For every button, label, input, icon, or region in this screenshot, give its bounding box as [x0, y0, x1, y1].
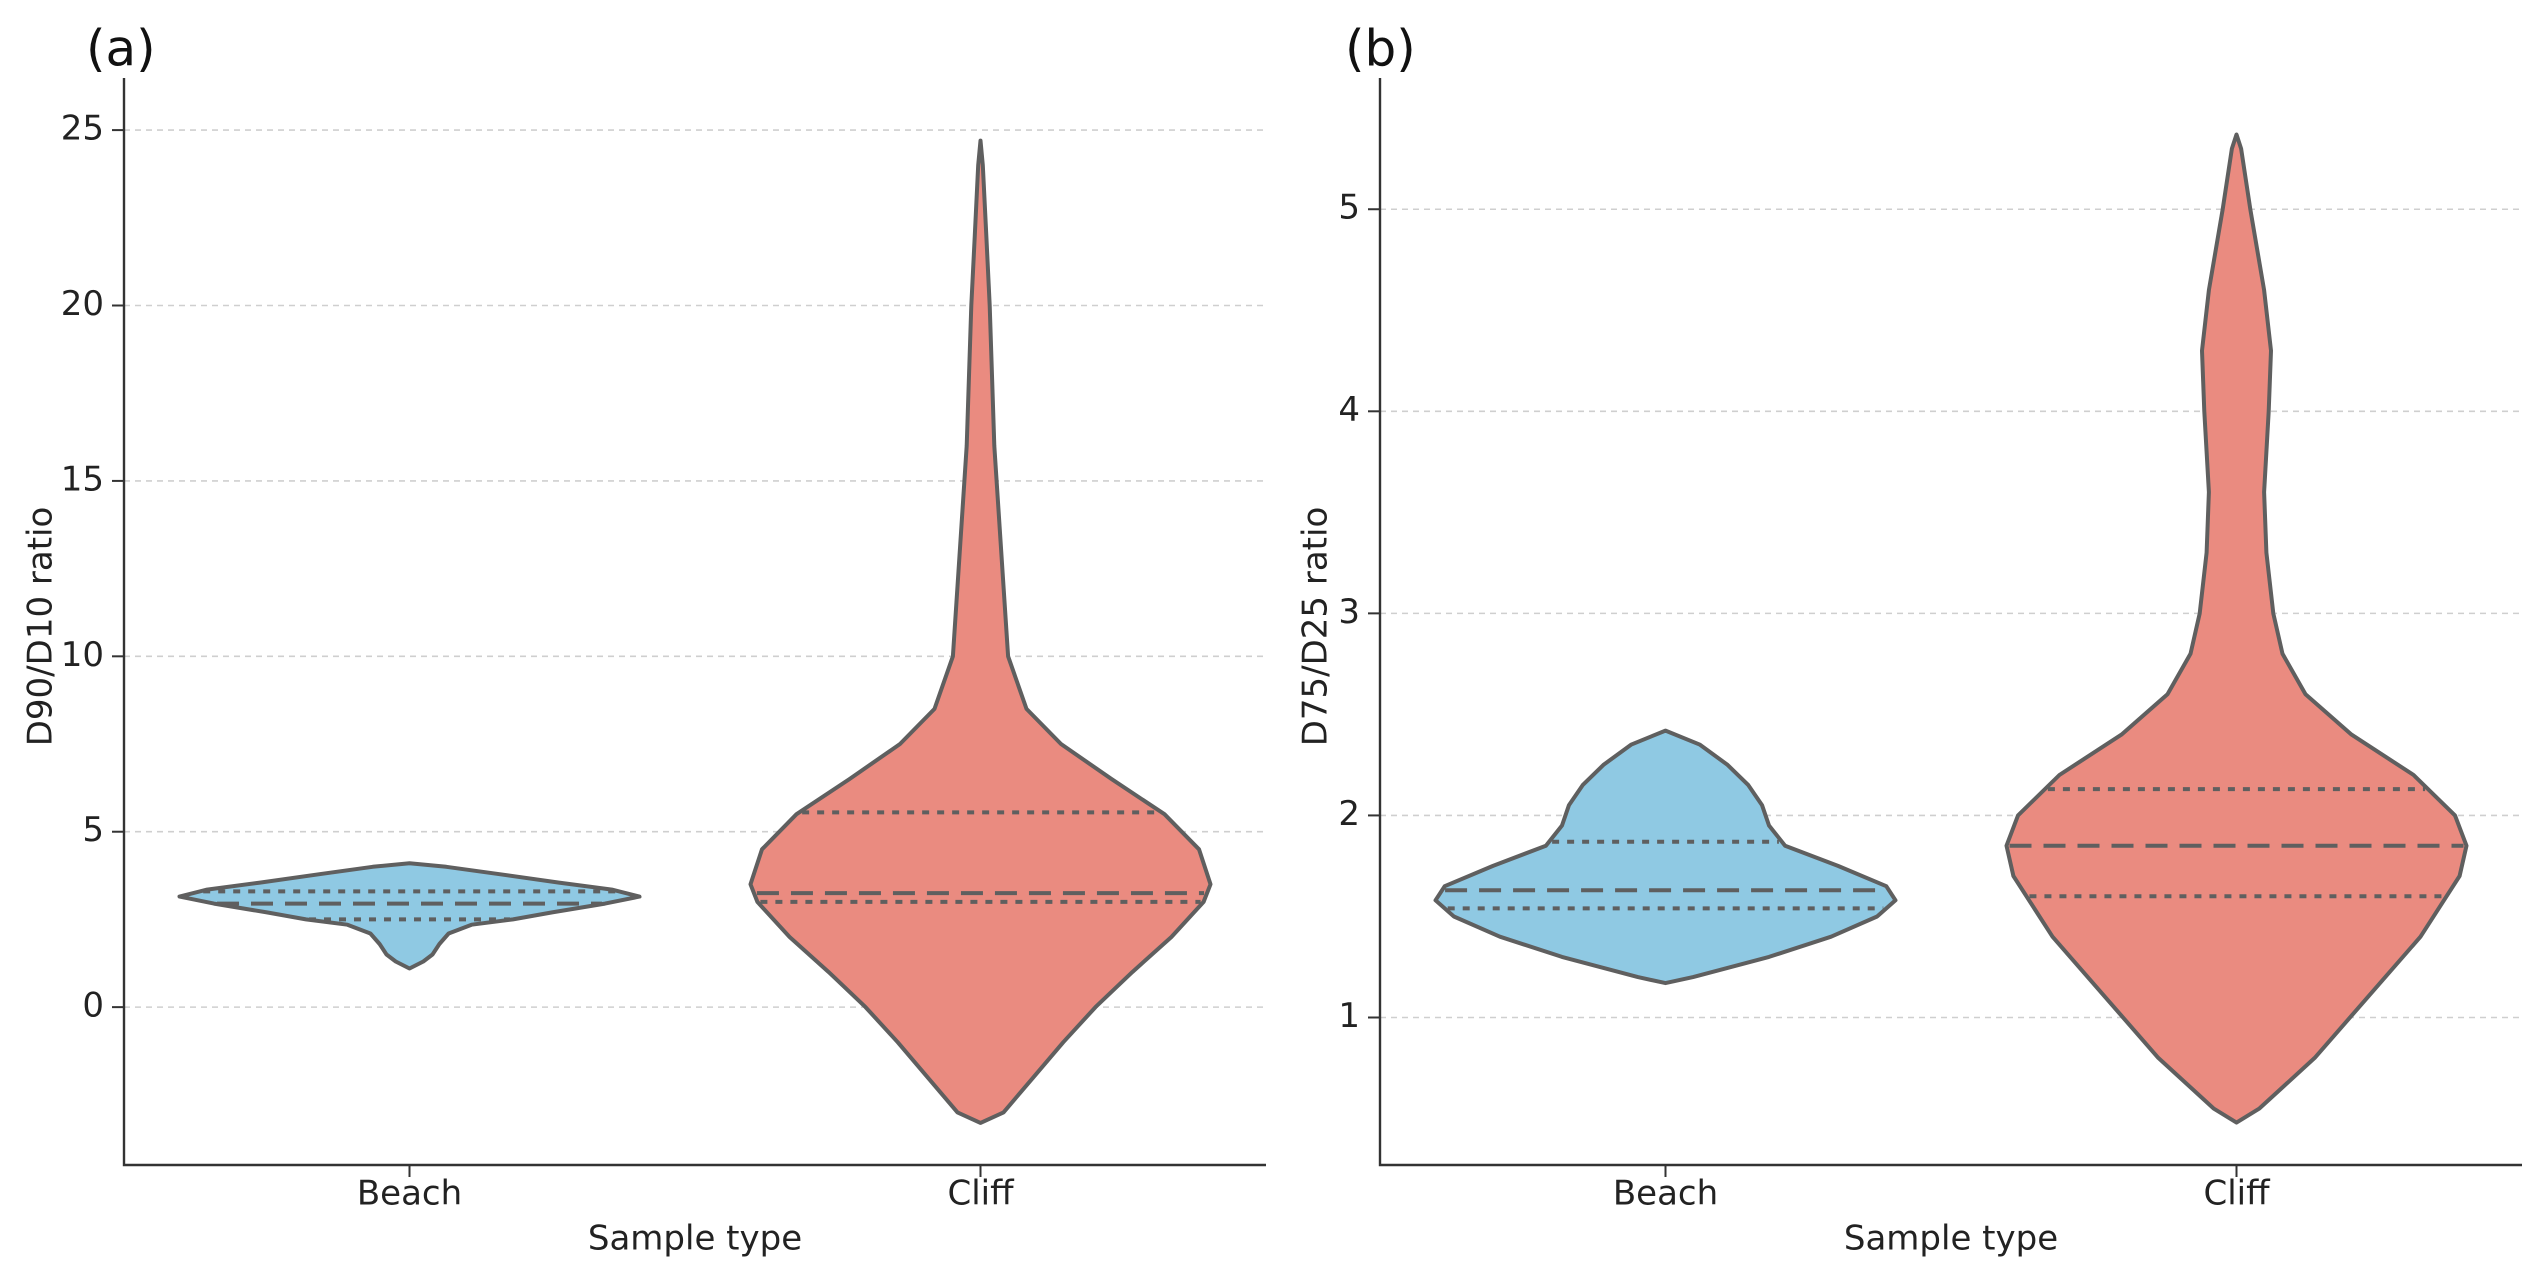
panel-label: (a) — [86, 20, 156, 78]
violin-cliff — [2004, 132, 2469, 1125]
axes-spine — [122, 78, 1266, 1167]
y-tick-label: 2 — [1338, 794, 1360, 834]
y-tick-label: 25 — [61, 109, 104, 149]
y-tick-label: 3 — [1338, 592, 1360, 632]
x-tick-label: Cliff — [947, 1174, 1015, 1214]
x-tick-label: Beach — [1613, 1174, 1718, 1214]
panel-label: (b) — [1345, 20, 1416, 78]
violin-beach — [177, 861, 642, 971]
y-tick-label: 4 — [1338, 390, 1360, 430]
y-axis-label: D90/D10 ratio — [21, 507, 61, 747]
y-tick-label: 10 — [61, 635, 104, 675]
x-tick-label: Cliff — [2203, 1174, 2271, 1214]
y-axis-label: D75/D25 ratio — [1296, 507, 1336, 747]
panel-b: (b) 1 2 3 4 5 Beach Cliff Sample type D75/D25 rat… — [1296, 20, 2522, 1259]
y-tick-label: 15 — [61, 459, 104, 499]
violin-beach — [1433, 728, 1898, 986]
y-tick-label: 5 — [1338, 188, 1360, 228]
panel-a: (a) 0 5 10 15 20 25 Beach Cliff Sample type D90/D1… — [21, 20, 1266, 1259]
axes-spine — [1378, 78, 2522, 1167]
violin-cliff — [748, 138, 1213, 1125]
y-tick-label: 5 — [82, 810, 104, 850]
x-axis-label: Sample type — [588, 1219, 802, 1259]
x-axis-label: Sample type — [1844, 1219, 2058, 1259]
y-tick-label: 1 — [1338, 996, 1360, 1036]
x-tick-label: Beach — [357, 1174, 462, 1214]
y-tick-label: 0 — [82, 986, 104, 1026]
y-tick-label: 20 — [61, 284, 104, 324]
